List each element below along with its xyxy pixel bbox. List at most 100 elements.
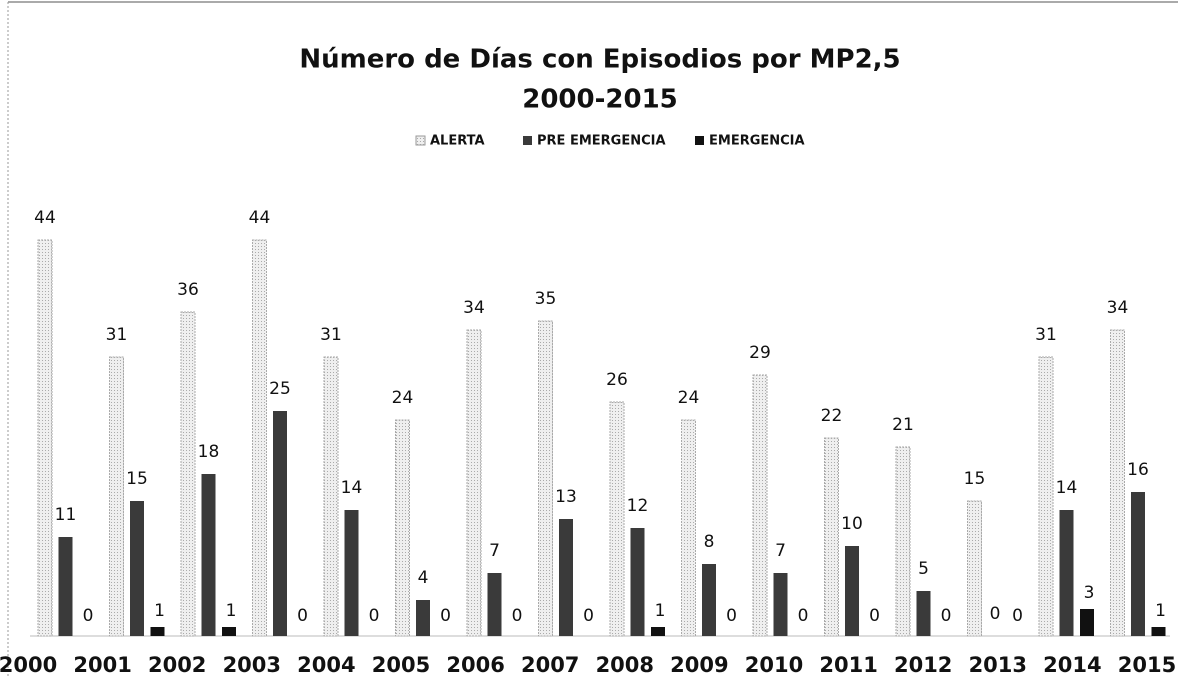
value-label: 0 [869, 606, 880, 626]
x-tick-label: 2013 [969, 653, 1027, 677]
value-label: 25 [269, 379, 291, 399]
value-label: 31 [106, 325, 128, 345]
value-label: 0 [1012, 606, 1023, 626]
bar [58, 537, 73, 636]
bar [344, 510, 359, 636]
value-label: 0 [512, 606, 523, 626]
value-label: 1 [655, 601, 666, 621]
value-label: 34 [1107, 298, 1129, 318]
value-label: 36 [177, 280, 199, 300]
value-label: 3 [1084, 583, 1095, 603]
value-label: 0 [798, 606, 809, 626]
bar [773, 573, 788, 636]
value-label: 29 [749, 343, 771, 363]
legend-swatch [695, 136, 704, 145]
bar [1059, 510, 1074, 636]
value-label: 31 [1035, 325, 1057, 345]
bar [416, 600, 430, 636]
x-tick-label: 2000 [0, 653, 57, 677]
bar [466, 329, 482, 637]
value-label: 15 [126, 469, 148, 489]
bar [252, 239, 267, 637]
bar [681, 419, 696, 637]
value-label: 11 [55, 505, 77, 525]
bar [967, 500, 982, 637]
legend-label: EMERGENCIA [709, 134, 805, 149]
bar [916, 591, 931, 636]
bar [1038, 356, 1054, 637]
x-tick-label: 2015 [1118, 653, 1176, 677]
bar [130, 501, 144, 636]
bar [752, 374, 768, 637]
bar [1110, 329, 1125, 637]
bar [630, 528, 645, 636]
bar [1131, 492, 1145, 636]
value-label: 0 [369, 606, 380, 626]
x-tick-label: 2009 [670, 653, 728, 677]
x-tick-label: 2008 [596, 653, 654, 677]
value-label: 7 [775, 541, 786, 561]
legend-swatch [415, 135, 426, 146]
value-label: 0 [583, 606, 594, 626]
bar [609, 401, 625, 637]
legend-label: PRE EMERGENCIA [537, 134, 666, 149]
x-tick-label: 2014 [1043, 653, 1101, 677]
bar [323, 356, 339, 637]
chart-title: Número de Días con Episodios por MP2,5 [299, 45, 900, 75]
value-label: 26 [606, 370, 628, 390]
value-label: 44 [249, 208, 271, 228]
value-label: 14 [1056, 478, 1078, 498]
x-tick-label: 2002 [148, 653, 206, 677]
x-tick-label: 2004 [297, 653, 355, 677]
value-label: 0 [440, 606, 451, 626]
value-label: 8 [704, 532, 715, 552]
chart-subtitle: 2000-2015 [522, 85, 678, 115]
bar [37, 239, 53, 637]
value-label: 1 [1155, 601, 1166, 621]
x-tick-label: 2006 [446, 653, 504, 677]
value-label: 22 [821, 406, 843, 426]
bar [273, 411, 287, 636]
bar [702, 564, 716, 636]
bar [559, 519, 573, 636]
value-label: 18 [198, 442, 220, 462]
x-tick-label: 2003 [223, 653, 281, 677]
value-label: 24 [392, 388, 414, 408]
x-tick-label: 2001 [73, 653, 131, 677]
value-label: 14 [341, 478, 363, 498]
value-label: 4 [418, 568, 429, 588]
bar [222, 627, 236, 636]
bar [651, 627, 665, 636]
value-label: 12 [627, 496, 649, 516]
bar [895, 446, 911, 637]
x-tick-label: 2005 [372, 653, 430, 677]
bar [1080, 609, 1094, 636]
value-label: 0 [83, 606, 94, 626]
value-label: 0 [297, 606, 308, 626]
bar [845, 546, 859, 636]
x-tick-label: 2012 [894, 653, 952, 677]
value-label: 34 [463, 298, 485, 318]
value-label: 31 [320, 325, 342, 345]
value-label: 0 [990, 604, 1001, 624]
value-label: 0 [726, 606, 737, 626]
value-label: 13 [555, 487, 577, 507]
bar [395, 419, 410, 637]
x-tick-label: 2007 [521, 653, 579, 677]
legend-swatch [523, 136, 532, 145]
bar [109, 356, 124, 637]
x-tick-label: 2011 [819, 653, 877, 677]
value-label: 5 [918, 559, 929, 579]
value-label: 16 [1127, 460, 1149, 480]
value-label: 15 [964, 469, 986, 489]
value-label: 24 [678, 388, 700, 408]
bar [538, 320, 553, 637]
bar [1151, 627, 1166, 636]
value-label: 1 [154, 601, 165, 621]
legend-label: ALERTA [430, 134, 485, 149]
value-label: 44 [34, 208, 56, 228]
bar [487, 573, 502, 636]
bar [824, 437, 839, 637]
bar [150, 627, 165, 636]
